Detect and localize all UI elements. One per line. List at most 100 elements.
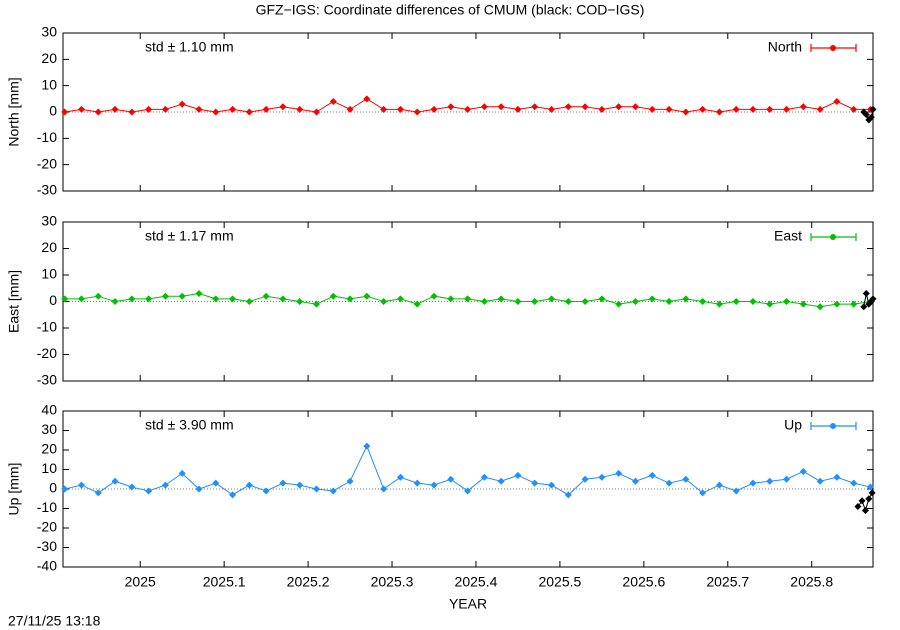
y-tick-label: 20 (41, 50, 57, 66)
data-point (816, 477, 824, 485)
data-point (178, 469, 186, 477)
y-tick-label: -10 (37, 499, 57, 515)
data-point (161, 105, 169, 113)
data-point (61, 485, 69, 493)
data-point (329, 292, 337, 300)
data-point (346, 295, 354, 303)
legend-label: North (768, 39, 802, 55)
data-point (480, 103, 488, 111)
y-tick-label: 30 (41, 213, 57, 229)
y-tick-label: 0 (49, 103, 57, 119)
data-point (816, 105, 824, 113)
data-point (497, 295, 505, 303)
x-tick-label: 2025 (125, 574, 156, 590)
data-point (615, 103, 623, 111)
data-point (430, 292, 438, 300)
data-point (396, 473, 404, 481)
data-point (869, 295, 877, 303)
data-point (145, 105, 153, 113)
data-point (564, 491, 572, 499)
y-tick-label: 10 (41, 460, 57, 476)
data-point (799, 103, 807, 111)
x-tick-label: 2025.1 (203, 574, 246, 590)
data-point (732, 487, 740, 495)
data-point (497, 103, 505, 111)
data-point (396, 295, 404, 303)
legend-marker (830, 234, 836, 240)
data-point (766, 105, 774, 113)
data-point (128, 483, 136, 491)
x-tick-label: 2025.6 (622, 574, 665, 590)
data-point (581, 475, 589, 483)
data-point (564, 298, 572, 305)
data-point (682, 475, 690, 483)
data-point (598, 473, 606, 481)
y-tick-label: -20 (37, 155, 57, 171)
data-point (862, 290, 870, 298)
data-point (212, 295, 220, 303)
data-point (447, 295, 455, 303)
data-point (346, 477, 354, 485)
data-point (279, 103, 287, 111)
data-point (447, 103, 455, 111)
data-point (861, 506, 869, 514)
data-point (766, 300, 774, 308)
data-point (715, 108, 723, 116)
legend-label: Up (784, 417, 802, 433)
data-point (229, 105, 237, 113)
data-point (380, 105, 388, 113)
data-point (346, 105, 354, 113)
data-point (665, 298, 673, 305)
data-point (514, 105, 522, 113)
data-point (94, 108, 102, 116)
data-point (212, 479, 220, 487)
data-point (715, 481, 723, 489)
data-point (799, 467, 807, 475)
data-point (749, 298, 757, 305)
data-point (195, 290, 203, 298)
data-point (699, 489, 707, 497)
data-point (380, 485, 388, 493)
data-point (531, 103, 539, 111)
y-tick-label: 30 (41, 421, 57, 437)
annotation: std ± 1.17 mm (145, 228, 234, 244)
y-tick-label: -10 (37, 319, 57, 335)
data-point (766, 477, 774, 485)
data-point (833, 473, 841, 481)
data-point (262, 105, 270, 113)
data-point (665, 105, 673, 113)
data-point (128, 108, 136, 116)
data-point (867, 113, 875, 121)
y-tick-label: 30 (41, 24, 57, 40)
x-tick-label: 2025.8 (790, 574, 833, 590)
data-point (860, 303, 868, 311)
data-point (749, 105, 757, 113)
data-point (858, 497, 866, 505)
data-point (564, 103, 572, 111)
y-tick-label: -30 (37, 538, 57, 554)
y-tick-label: -30 (37, 182, 57, 198)
data-point (380, 298, 388, 305)
data-point (631, 477, 639, 485)
data-point (799, 300, 807, 308)
data-point (94, 292, 102, 300)
data-point (464, 105, 472, 113)
data-point (869, 105, 877, 113)
data-point (312, 300, 320, 308)
data-point (648, 105, 656, 113)
data-point (262, 292, 270, 300)
data-point (329, 487, 337, 495)
x-tick-label: 2025.2 (287, 574, 330, 590)
data-point (648, 471, 656, 479)
data-point (61, 295, 69, 303)
data-point (480, 473, 488, 481)
y-tick-label: 10 (41, 76, 57, 92)
legend-marker (830, 45, 836, 51)
data-point (732, 105, 740, 113)
data-point (212, 108, 220, 116)
data-point (865, 495, 873, 503)
data-point (850, 300, 858, 308)
data-point (363, 95, 371, 103)
data-point (581, 298, 589, 305)
